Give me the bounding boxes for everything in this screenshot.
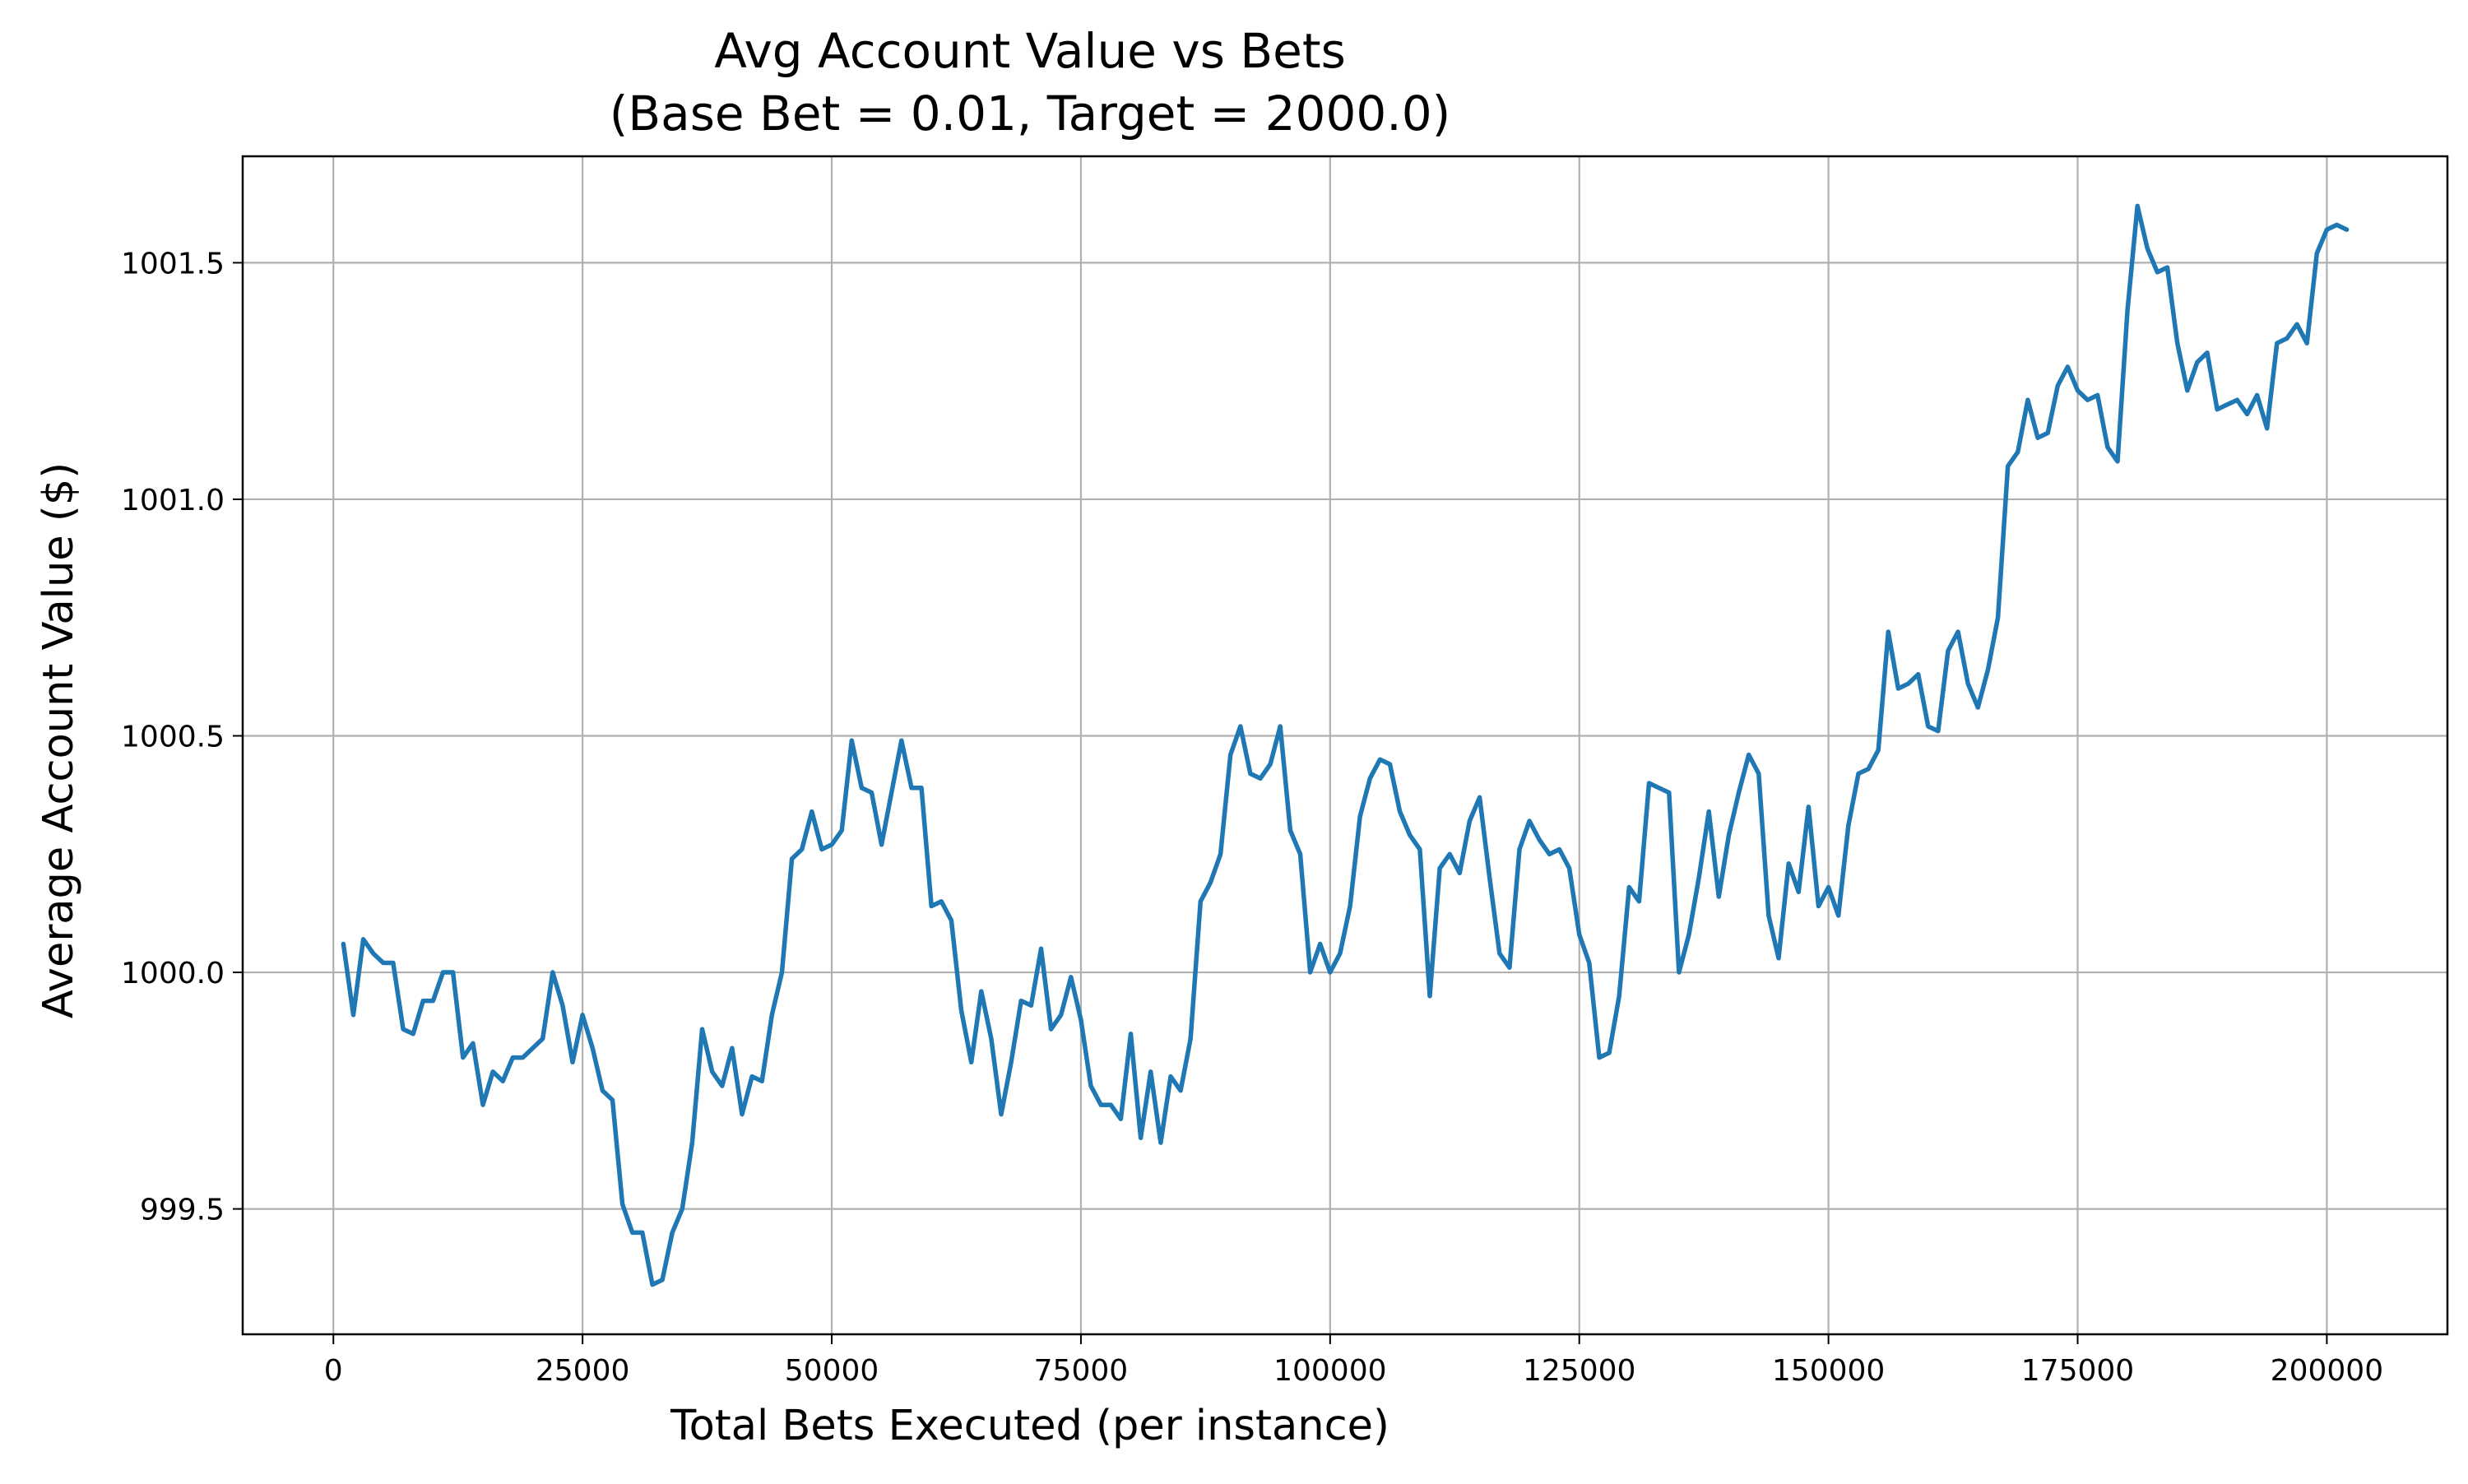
y-axis-label: Average Account Value ($) xyxy=(35,462,83,1018)
series-line xyxy=(341,203,2350,1287)
x-tick-label: 25000 xyxy=(536,1354,630,1388)
y-tick-label: 1001.5 xyxy=(121,247,225,281)
y-tick-label: 1000.0 xyxy=(121,957,225,990)
tick-layer: 0 25000 50000 75000 100000 125000 150000 175000… xyxy=(121,247,2383,1388)
x-tick-label: 50000 xyxy=(785,1354,879,1388)
plot-frame xyxy=(241,155,2449,1336)
chart-subtitle: (Base Bet = 0.01, Target = 2000.0) xyxy=(610,86,1450,141)
x-tick-label: 200000 xyxy=(2271,1354,2383,1388)
y-tick-label: 1001.0 xyxy=(121,484,225,517)
grid xyxy=(243,156,2447,1334)
y-tick-label: 1000.5 xyxy=(121,720,225,754)
x-axis-label: Total Bets Executed (per instance) xyxy=(670,1402,1389,1450)
x-tick-label: 0 xyxy=(324,1354,343,1388)
x-tick-label: 75000 xyxy=(1034,1354,1129,1388)
y-tick-label: 999.5 xyxy=(140,1194,225,1227)
x-tick-label: 150000 xyxy=(1772,1354,1885,1388)
x-tick-label: 125000 xyxy=(1523,1354,1635,1388)
x-tick-label: 175000 xyxy=(2021,1354,2134,1388)
series-layer xyxy=(341,203,2350,1287)
x-tick-label: 100000 xyxy=(1273,1354,1386,1388)
chart-title: Avg Account Value vs Bets xyxy=(714,23,1346,79)
